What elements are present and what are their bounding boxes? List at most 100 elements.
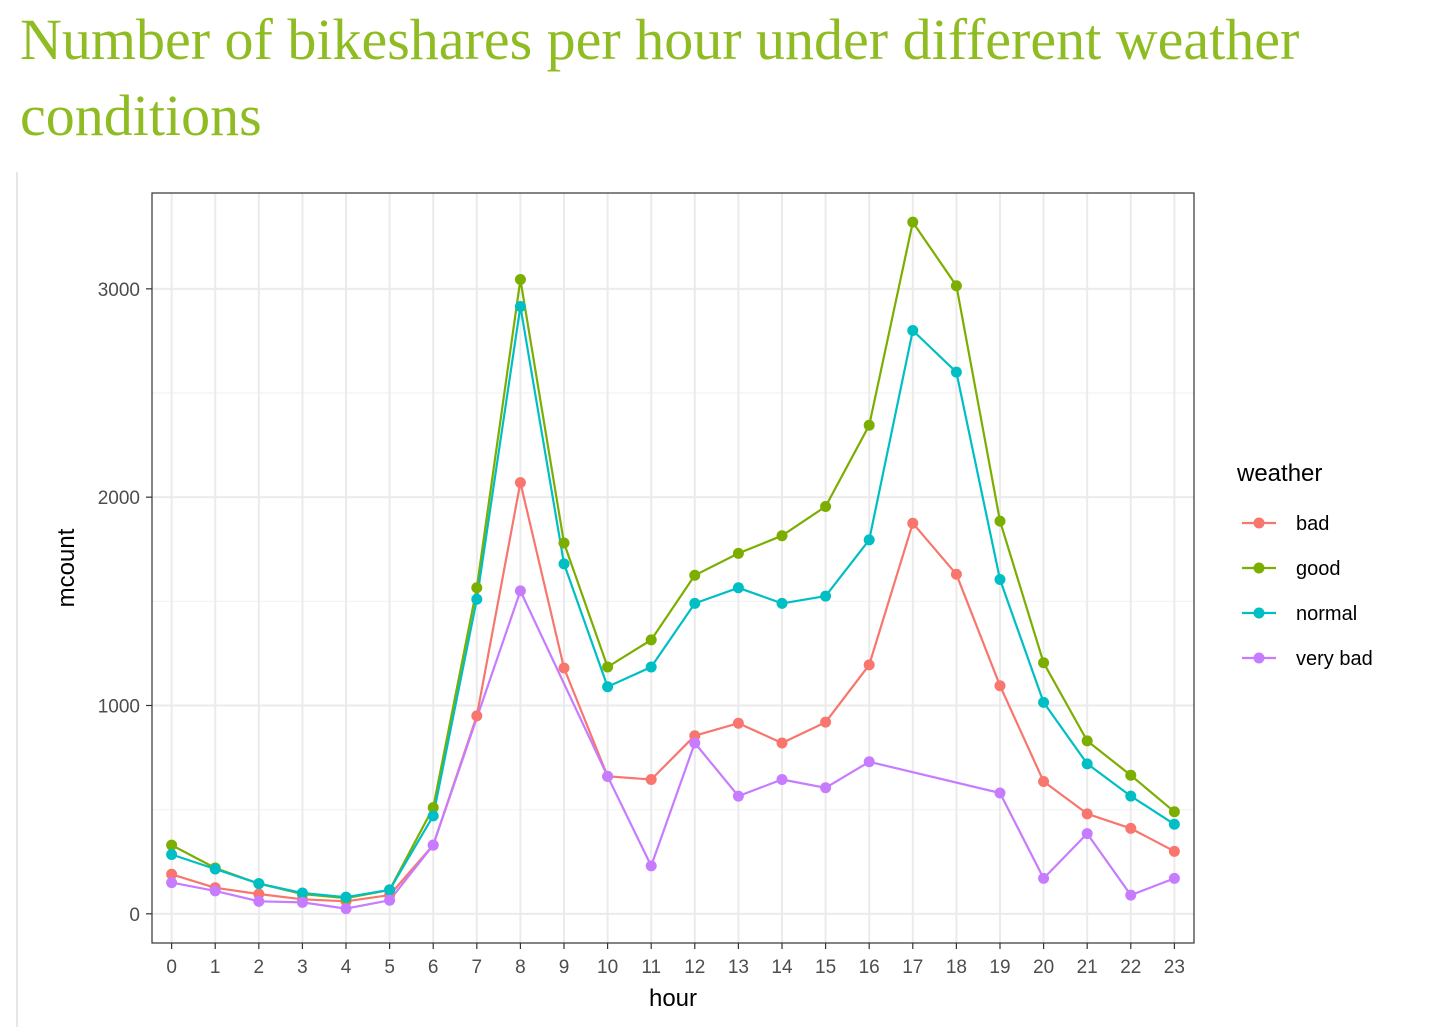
x-tick-label: 4 bbox=[341, 957, 352, 978]
data-point-very-bad bbox=[296, 896, 308, 908]
data-point-normal bbox=[689, 597, 701, 609]
data-point-bad bbox=[514, 477, 526, 489]
data-point-very-bad bbox=[994, 787, 1006, 799]
data-point-good bbox=[994, 515, 1006, 527]
grid-minor bbox=[152, 392, 1194, 811]
data-point-normal bbox=[340, 891, 352, 903]
data-point-bad bbox=[820, 716, 832, 728]
legend-label-normal: normal bbox=[1296, 603, 1357, 625]
data-point-bad bbox=[950, 568, 962, 580]
x-tick-label: 19 bbox=[989, 957, 1010, 978]
legend-key-point bbox=[1253, 562, 1265, 574]
series-line-very-bad bbox=[171, 589, 1175, 910]
data-point-bad bbox=[1038, 776, 1050, 788]
series-line-normal bbox=[171, 305, 1175, 899]
x-tick-label: 23 bbox=[1164, 957, 1185, 978]
plot-border bbox=[151, 192, 1195, 944]
legend-key-point bbox=[1253, 607, 1265, 619]
data-point-very-bad bbox=[514, 585, 526, 597]
x-tick-label: 2 bbox=[254, 957, 265, 978]
x-tick-label: 20 bbox=[1033, 957, 1054, 978]
series-line-bad bbox=[171, 481, 1175, 903]
x-tick-label: 1 bbox=[210, 957, 221, 978]
data-point-good bbox=[1038, 657, 1050, 669]
data-point-normal bbox=[166, 848, 178, 860]
y-axis-title: mcount bbox=[53, 528, 80, 607]
data-point-bad bbox=[1081, 808, 1093, 820]
data-point-bad bbox=[166, 868, 178, 880]
y-tick-label: 3000 bbox=[98, 280, 140, 301]
data-point-very-bad bbox=[253, 895, 265, 907]
x-tick-label: 12 bbox=[684, 957, 705, 978]
data-point-normal bbox=[1081, 758, 1093, 770]
x-tick-label: 22 bbox=[1120, 957, 1141, 978]
data-point-normal bbox=[1125, 790, 1137, 802]
data-point-normal bbox=[384, 884, 396, 896]
legend-label-good: good bbox=[1296, 558, 1341, 580]
x-tick-label: 8 bbox=[515, 957, 526, 978]
data-point-good bbox=[1125, 769, 1137, 781]
grid-major bbox=[152, 193, 1194, 943]
x-tick-label: 3 bbox=[297, 957, 308, 978]
data-point-very-bad bbox=[427, 839, 439, 851]
x-axis-title: hour bbox=[649, 985, 697, 1012]
data-point-good bbox=[776, 530, 788, 542]
data-point-bad bbox=[1168, 845, 1180, 857]
data-point-very-bad bbox=[645, 860, 657, 872]
left-divider bbox=[16, 172, 18, 1027]
data-point-bad bbox=[645, 773, 657, 785]
data-point-good bbox=[558, 537, 570, 549]
x-tick-label: 9 bbox=[559, 957, 570, 978]
data-point-normal bbox=[209, 863, 221, 875]
data-point-very-bad bbox=[1168, 872, 1180, 884]
data-point-very-bad bbox=[209, 885, 221, 897]
data-point-good bbox=[820, 501, 832, 513]
data-point-bad bbox=[863, 659, 875, 671]
panel-border bbox=[151, 192, 1195, 944]
x-tick-label: 0 bbox=[166, 957, 177, 978]
data-point-bad bbox=[558, 662, 570, 674]
x-axis: 0 1 2 3 4 5 6 7 8 9 10 11 12 13 14 15 16 17 18 19 20 21 22 23 bbox=[166, 943, 1185, 978]
data-point-good bbox=[863, 419, 875, 431]
data-point-normal bbox=[296, 887, 308, 899]
x-tick-label: 16 bbox=[859, 957, 880, 978]
series-points bbox=[166, 216, 1180, 915]
data-point-very-bad bbox=[1125, 889, 1137, 901]
legend-label-bad: bad bbox=[1296, 513, 1329, 535]
x-tick-label: 5 bbox=[384, 957, 395, 978]
data-point-normal bbox=[645, 661, 657, 673]
data-point-normal bbox=[1168, 818, 1180, 830]
y-tick-label: 0 bbox=[129, 905, 140, 926]
data-point-very-bad bbox=[820, 782, 832, 794]
x-tick-label: 7 bbox=[472, 957, 483, 978]
y-tick-label: 2000 bbox=[98, 488, 140, 509]
data-point-normal bbox=[776, 597, 788, 609]
data-point-good bbox=[514, 273, 526, 285]
series-lines bbox=[171, 221, 1176, 910]
data-point-good bbox=[427, 802, 439, 814]
x-tick-label: 14 bbox=[771, 957, 793, 978]
data-point-normal bbox=[602, 681, 614, 693]
data-point-normal bbox=[732, 582, 744, 594]
data-point-normal bbox=[907, 325, 919, 336]
data-point-very-bad bbox=[1081, 828, 1093, 840]
plot-panel bbox=[152, 193, 1194, 943]
legend-label-very-bad: very bad bbox=[1296, 648, 1373, 670]
data-point-normal bbox=[1038, 696, 1050, 708]
slide-title: Number of bikeshares per hour under diff… bbox=[20, 7, 1300, 148]
data-point-very-bad bbox=[602, 770, 614, 782]
data-point-very-bad bbox=[340, 903, 352, 915]
data-point-bad bbox=[471, 710, 483, 722]
x-tick-label: 6 bbox=[428, 957, 439, 978]
data-point-very-bad bbox=[732, 790, 744, 802]
data-point-very-bad bbox=[1038, 872, 1050, 884]
data-point-very-bad bbox=[384, 894, 396, 906]
data-point-normal bbox=[514, 301, 526, 313]
data-point-normal bbox=[253, 878, 265, 890]
data-point-good bbox=[689, 569, 701, 581]
data-point-very-bad bbox=[863, 756, 875, 768]
panel-background bbox=[152, 193, 1194, 943]
data-point-bad bbox=[994, 680, 1006, 692]
x-tick-label: 17 bbox=[902, 957, 923, 978]
